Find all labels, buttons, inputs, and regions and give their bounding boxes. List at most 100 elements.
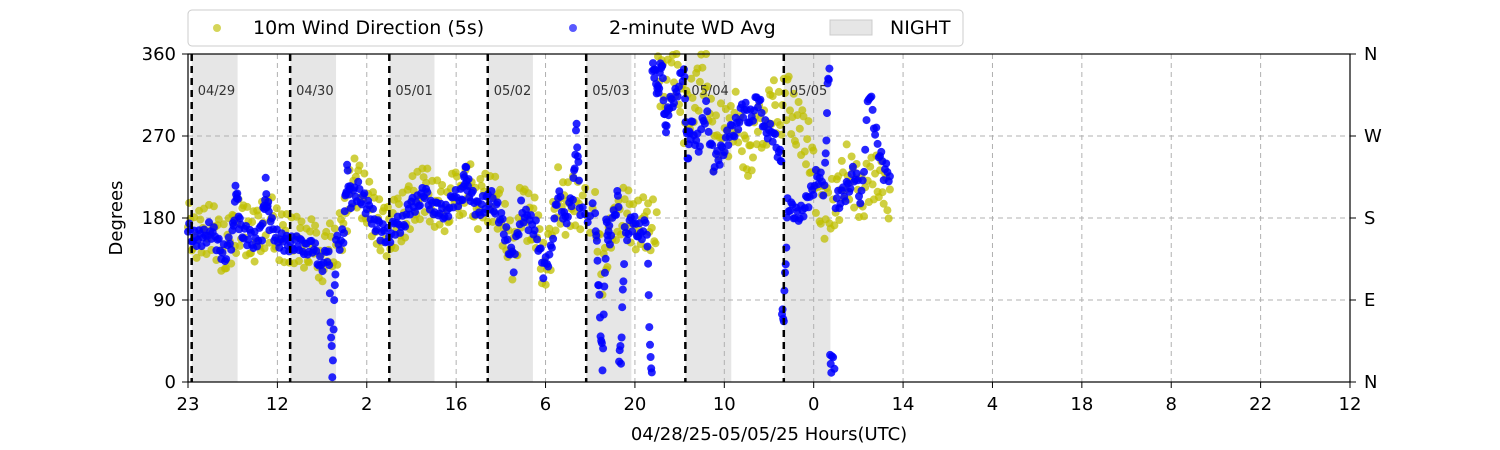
- data-point-2min: [868, 105, 877, 114]
- day-boundary-layer: 04/29 04/30 05/01 05/02 05/03 05/04 05/05: [190, 54, 827, 382]
- data-point-5s: [325, 219, 334, 228]
- y2-tick-label: W: [1364, 126, 1382, 147]
- data-point-2min: [647, 368, 656, 377]
- data-point-5s: [473, 225, 482, 234]
- legend-label: NIGHT: [890, 17, 951, 39]
- data-point-5s: [307, 215, 316, 224]
- data-point-2min: [599, 310, 608, 319]
- data-point-2min: [786, 206, 794, 215]
- data-point-5s: [726, 102, 735, 110]
- day-label: 04/30: [296, 84, 333, 99]
- data-point-5s: [440, 227, 449, 236]
- data-point-2min: [662, 128, 670, 137]
- data-point-2min: [514, 230, 523, 239]
- data-point-5s: [593, 247, 602, 256]
- data-point-5s: [830, 221, 839, 230]
- data-point-2min: [857, 186, 866, 195]
- data-point-2min: [612, 210, 620, 219]
- data-point-2min: [464, 181, 472, 190]
- data-point-2min: [860, 167, 868, 176]
- data-point-5s: [250, 257, 259, 266]
- data-point-2min: [222, 255, 231, 264]
- data-point-5s: [642, 207, 651, 216]
- data-point-5s: [365, 177, 374, 186]
- data-point-5s: [741, 134, 750, 143]
- data-point-2min: [330, 281, 339, 290]
- data-point-2min: [401, 222, 410, 231]
- data-point-5s: [885, 185, 894, 194]
- data-point-2min: [650, 73, 659, 82]
- data-point-5s: [530, 193, 539, 202]
- day-label: 05/02: [494, 84, 531, 99]
- data-point-2min: [848, 162, 857, 171]
- data-point-2min: [824, 75, 833, 84]
- data-point-2min: [225, 239, 234, 248]
- x-tick-label: 4: [987, 394, 998, 415]
- data-point-2min: [218, 248, 227, 257]
- data-point-5s: [561, 230, 570, 239]
- data-point-5s: [355, 161, 364, 170]
- data-point-2min: [819, 191, 828, 200]
- x-tick-label: 23: [177, 394, 200, 415]
- data-point-5s: [248, 218, 257, 227]
- data-point-2min: [613, 191, 622, 200]
- data-point-5s: [652, 208, 661, 217]
- x-tick-label: 6: [540, 394, 551, 415]
- data-point-2min: [423, 188, 432, 197]
- data-point-5s: [415, 215, 424, 224]
- data-point-2min: [339, 238, 348, 247]
- data-point-5s: [798, 106, 807, 115]
- data-point-2min: [330, 296, 339, 305]
- data-point-2min: [809, 190, 818, 199]
- data-point-2min: [618, 303, 627, 312]
- data-point-2min: [692, 136, 701, 145]
- data-point-5s: [297, 217, 306, 226]
- data-point-5s: [667, 58, 676, 67]
- data-point-2min: [328, 373, 337, 382]
- data-point-5s: [304, 258, 313, 267]
- data-point-2min: [715, 160, 724, 169]
- x-tick-label: 10: [713, 394, 736, 415]
- data-point-5s: [794, 98, 803, 106]
- data-point-5s: [296, 224, 305, 232]
- data-point-5s: [793, 111, 802, 120]
- data-point-2min: [567, 202, 576, 211]
- data-point-2min: [822, 136, 831, 145]
- legend: 10m Wind Direction (5s) 2-minute WD Avg NI…: [187, 9, 964, 47]
- data-point-5s: [842, 140, 851, 149]
- data-point-2min: [658, 74, 667, 83]
- data-point-2min: [872, 123, 881, 132]
- data-point-5s: [879, 199, 888, 208]
- data-point-2min: [575, 176, 583, 185]
- data-point-2min: [200, 225, 208, 234]
- data-point-5s: [725, 114, 734, 123]
- data-point-2min: [539, 274, 548, 283]
- data-point-2min: [503, 235, 512, 244]
- data-point-2min: [799, 212, 808, 221]
- data-point-5s: [214, 215, 223, 224]
- data-point-5s: [776, 121, 785, 130]
- data-point-2min: [545, 250, 554, 259]
- data-point-2min: [592, 236, 601, 245]
- x-tick-label: 0: [808, 394, 819, 415]
- data-point-5s: [860, 212, 868, 221]
- data-point-5s: [322, 227, 331, 236]
- data-point-5s: [563, 178, 572, 187]
- data-point-2min: [646, 340, 654, 349]
- data-point-2min: [720, 148, 729, 156]
- data-point-2min: [556, 192, 565, 201]
- data-point-5s: [631, 245, 640, 254]
- data-point-2min: [331, 270, 340, 279]
- x-tick-label: 16: [445, 394, 468, 415]
- data-point-2min: [340, 207, 349, 216]
- data-point-5s: [868, 180, 877, 189]
- data-point-2min: [593, 256, 602, 265]
- y2-tick-label: E: [1364, 290, 1375, 311]
- data-point-5s: [254, 211, 263, 220]
- legend-marker-5s: [213, 24, 221, 32]
- data-point-2min: [644, 291, 653, 300]
- data-point-2min: [318, 267, 327, 276]
- data-point-2min: [662, 121, 671, 130]
- data-point-2min: [618, 285, 627, 294]
- data-point-2min: [526, 211, 535, 220]
